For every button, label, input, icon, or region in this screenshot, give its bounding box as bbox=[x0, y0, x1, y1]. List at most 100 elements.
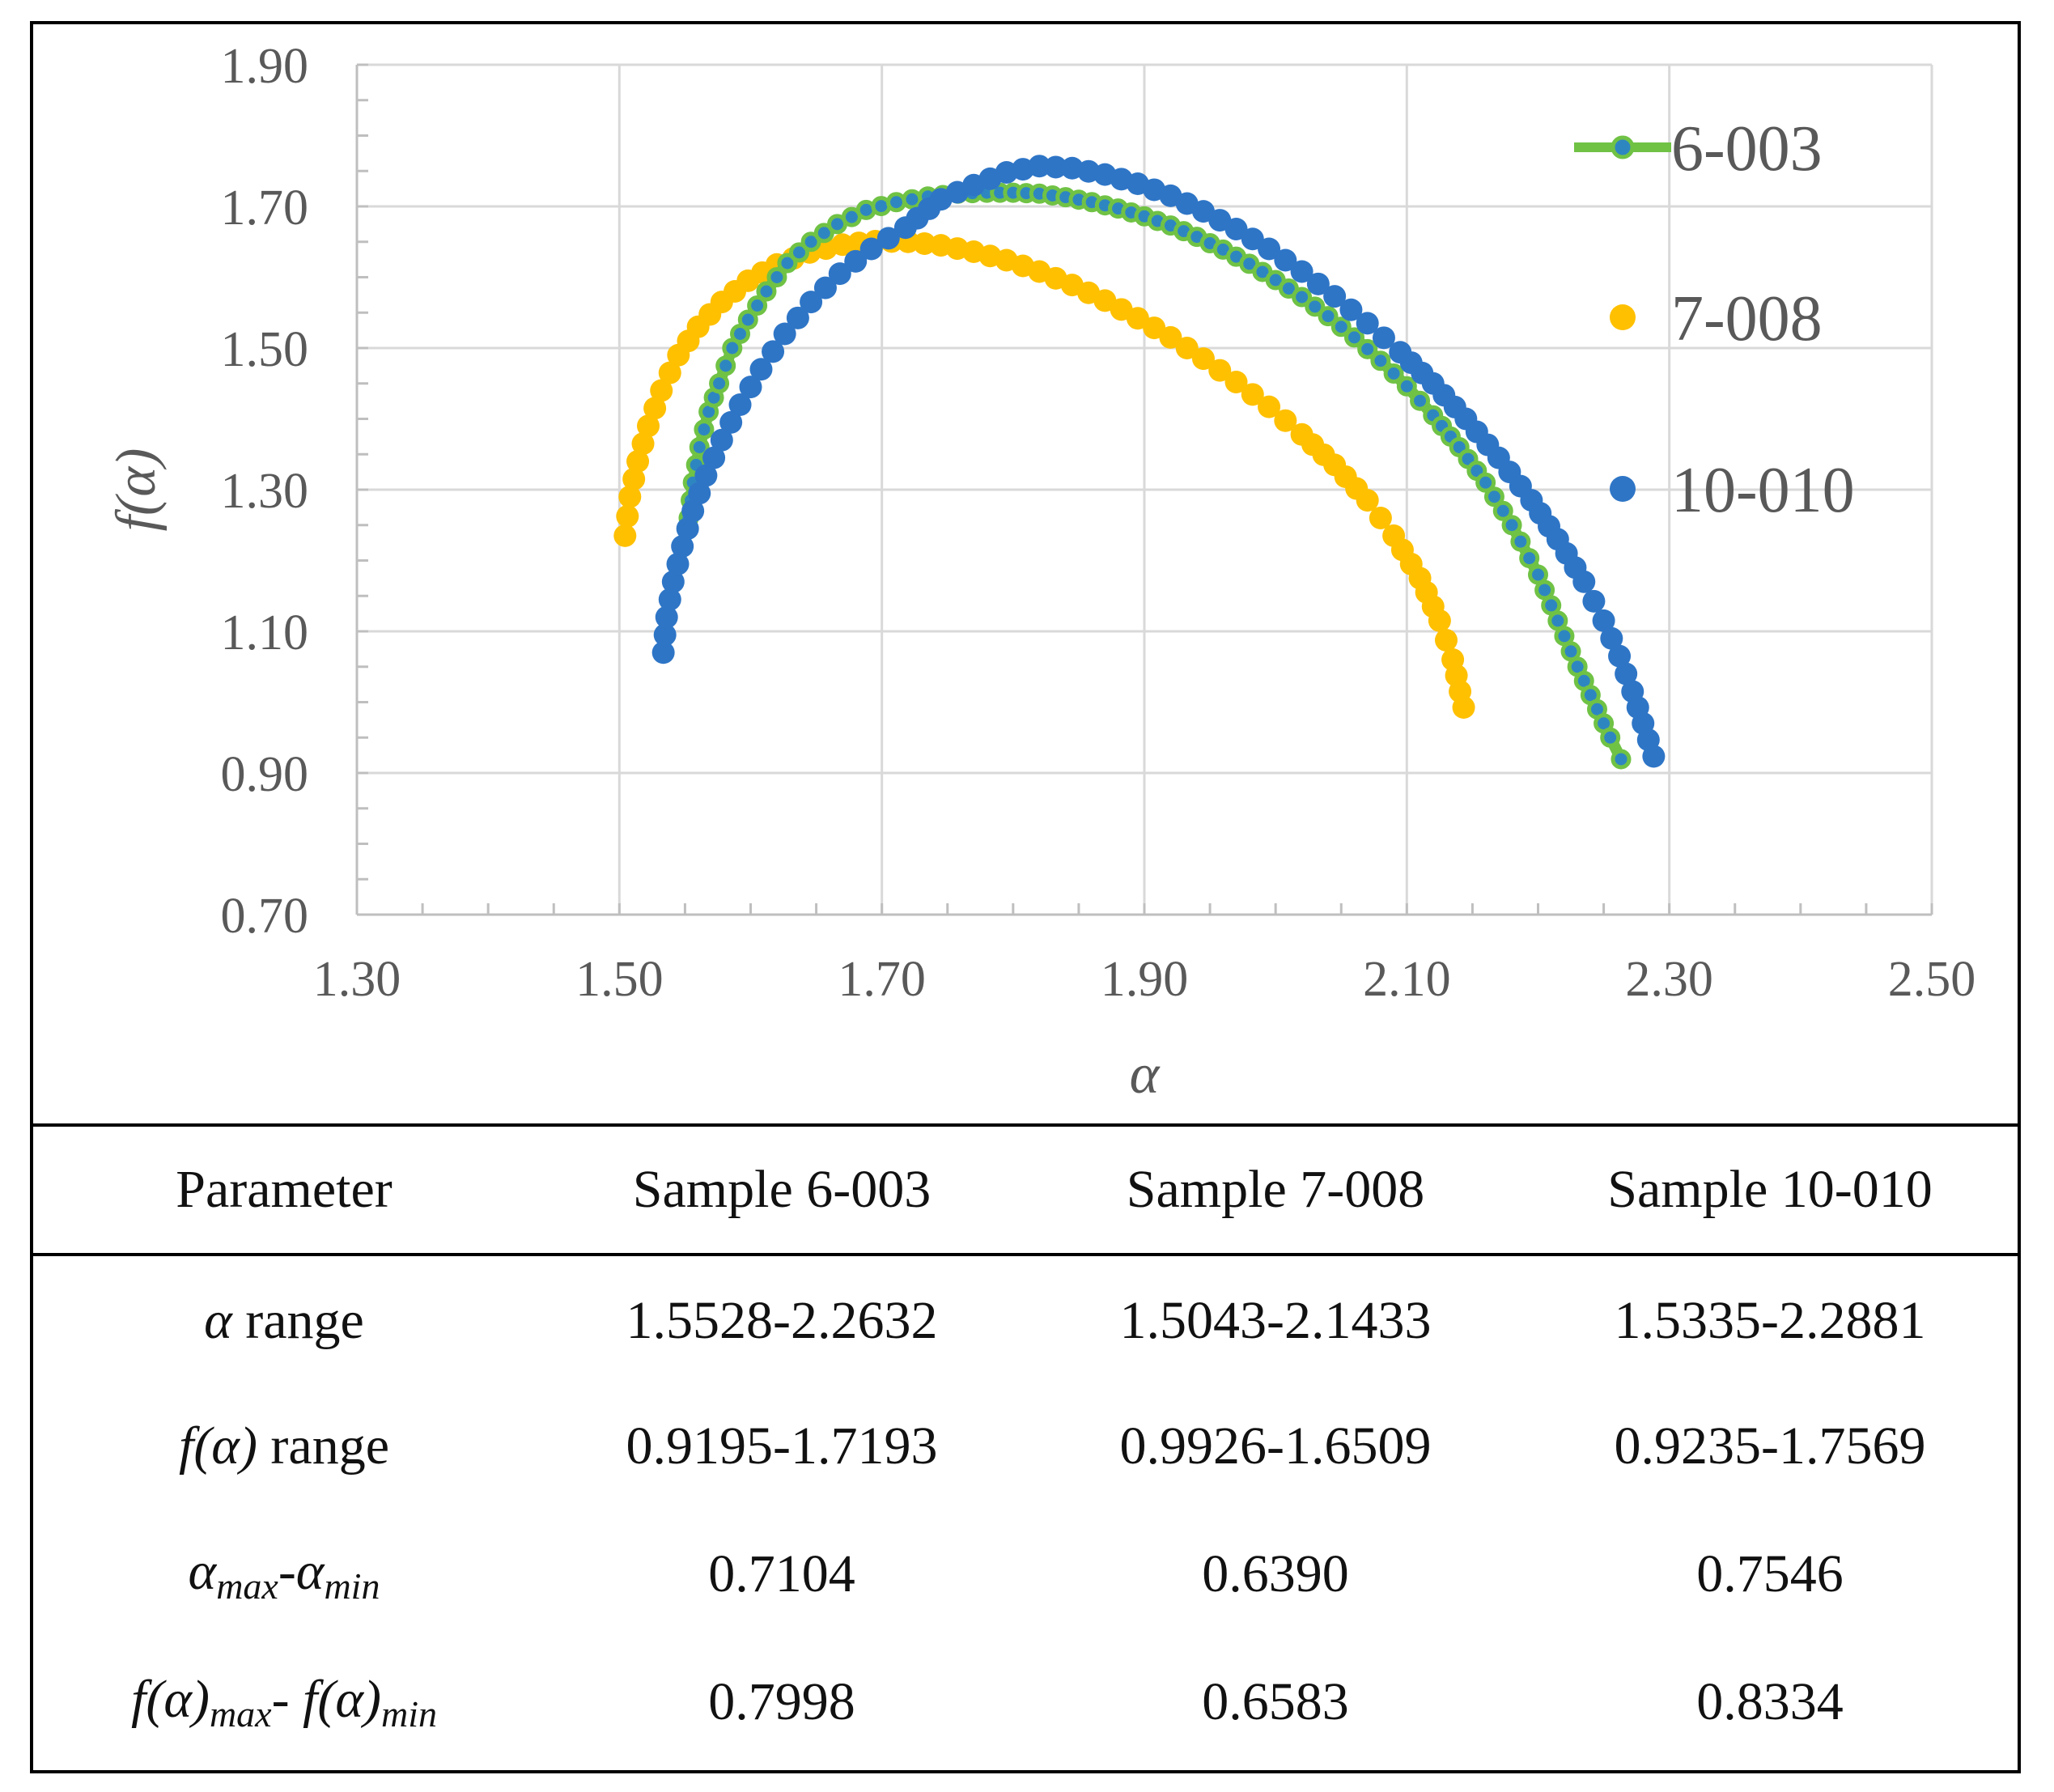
table-cell: 0.9926-1.6509 bbox=[1119, 1416, 1432, 1476]
table-cell: 0.7998 bbox=[708, 1672, 855, 1731]
data-point bbox=[1357, 338, 1378, 359]
data-point bbox=[1306, 272, 1330, 295]
legend-marker bbox=[1610, 304, 1636, 330]
data-point bbox=[1224, 218, 1248, 240]
data-point bbox=[1452, 695, 1475, 719]
table-cell: 1.5528-2.2632 bbox=[626, 1291, 938, 1350]
data-series bbox=[613, 155, 1666, 770]
data-point bbox=[813, 276, 837, 299]
row-label-alpha-range: α range bbox=[204, 1291, 364, 1350]
data-point bbox=[658, 588, 681, 611]
data-point bbox=[631, 432, 655, 456]
legend-marker bbox=[1610, 476, 1636, 502]
data-point bbox=[1330, 316, 1352, 338]
data-point bbox=[689, 437, 710, 457]
data-point bbox=[1642, 745, 1666, 768]
data-point bbox=[762, 340, 785, 363]
data-point bbox=[786, 306, 809, 329]
data-point bbox=[749, 358, 773, 381]
data-point bbox=[1305, 296, 1326, 317]
legend-item-10-010: 10-010 bbox=[1610, 455, 1855, 526]
data-point bbox=[694, 419, 715, 440]
table-row: αmax-αmin 0.7104 0.6390 0.7546 bbox=[33, 1510, 2018, 1638]
data-point bbox=[1028, 155, 1051, 178]
data-point bbox=[1483, 486, 1504, 507]
y-tick-label: 1.30 bbox=[221, 464, 309, 519]
data-point bbox=[613, 524, 637, 547]
x-tick-label: 1.30 bbox=[313, 952, 401, 1007]
data-point bbox=[618, 485, 642, 508]
y-tick-label: 1.10 bbox=[221, 605, 309, 660]
data-point bbox=[1572, 570, 1596, 593]
data-point bbox=[737, 309, 758, 330]
data-point bbox=[643, 397, 667, 420]
data-point bbox=[739, 376, 762, 399]
data-point bbox=[831, 233, 855, 257]
data-point bbox=[1143, 316, 1166, 340]
data-point bbox=[653, 623, 677, 647]
data-point bbox=[694, 464, 718, 487]
data-point bbox=[1292, 287, 1313, 308]
table-cell: 0.7104 bbox=[708, 1544, 855, 1603]
data-point bbox=[800, 291, 823, 314]
data-point bbox=[859, 237, 883, 261]
axes bbox=[355, 63, 1933, 916]
data-point bbox=[1600, 626, 1623, 650]
data-point bbox=[1274, 248, 1297, 272]
legend-item-7-008: 7-008 bbox=[1610, 283, 1823, 355]
data-point bbox=[902, 189, 923, 210]
y-tick-label: 1.70 bbox=[221, 180, 309, 236]
data-point bbox=[1608, 644, 1632, 668]
data-point bbox=[756, 281, 777, 302]
data-point bbox=[747, 295, 768, 316]
data-point bbox=[1290, 260, 1313, 283]
table-cell: 0.6390 bbox=[1202, 1544, 1349, 1603]
x-tick-label: 2.30 bbox=[1625, 952, 1713, 1007]
table-cell: 0.8334 bbox=[1696, 1672, 1844, 1731]
data-point bbox=[1475, 472, 1496, 493]
data-point bbox=[789, 242, 810, 263]
data-point bbox=[1044, 155, 1067, 179]
data-point bbox=[1434, 628, 1458, 652]
data-point bbox=[1582, 589, 1606, 613]
data-point bbox=[1208, 359, 1232, 382]
data-point bbox=[709, 373, 730, 394]
data-point bbox=[766, 267, 787, 287]
table-cell: 0.9195-1.7193 bbox=[626, 1416, 938, 1476]
x-tick-label: 2.50 bbox=[1888, 952, 1976, 1007]
data-point bbox=[1410, 390, 1431, 411]
table-cell: 0.6583 bbox=[1202, 1672, 1349, 1731]
table-cell: 0.7546 bbox=[1696, 1544, 1844, 1603]
table-row: α range 1.5528-2.2632 1.5043-2.1433 1.53… bbox=[33, 1255, 2018, 1382]
legend-marker bbox=[1611, 135, 1635, 159]
data-point bbox=[777, 253, 798, 274]
data-point bbox=[710, 428, 733, 452]
y-tick-label: 0.90 bbox=[221, 747, 309, 802]
series-6-003 bbox=[678, 182, 1632, 770]
data-point bbox=[1159, 325, 1182, 349]
row-label-alpha-difference: αmax-αmin bbox=[188, 1542, 380, 1607]
data-point bbox=[1356, 312, 1379, 335]
x-tick-label: 2.10 bbox=[1363, 952, 1451, 1007]
data-point bbox=[813, 223, 834, 244]
data-point bbox=[1356, 489, 1379, 512]
data-point bbox=[688, 482, 711, 505]
x-tick-label: 1.50 bbox=[575, 952, 664, 1007]
data-point bbox=[1274, 409, 1297, 432]
data-point bbox=[1372, 326, 1395, 350]
data-point bbox=[661, 570, 685, 593]
table-header-row: Parameter Sample 6-003 Sample 7-008 Samp… bbox=[33, 1123, 2018, 1256]
parameter-table: Parameter Sample 6-003 Sample 7-008 Samp… bbox=[33, 1123, 2018, 1766]
data-point bbox=[1241, 383, 1264, 406]
legend: 6-003 7-008 10-010 bbox=[1574, 113, 1855, 526]
data-point bbox=[1323, 285, 1347, 308]
data-point bbox=[1492, 500, 1513, 521]
legend-label: 7-008 bbox=[1671, 283, 1823, 355]
data-point bbox=[1126, 307, 1149, 330]
data-point bbox=[1611, 749, 1632, 770]
data-point bbox=[876, 227, 900, 250]
header-sample-7-008: Sample 7-008 bbox=[1029, 1123, 1522, 1256]
data-point bbox=[1501, 515, 1522, 536]
data-point bbox=[715, 355, 736, 376]
data-point bbox=[1339, 298, 1363, 321]
